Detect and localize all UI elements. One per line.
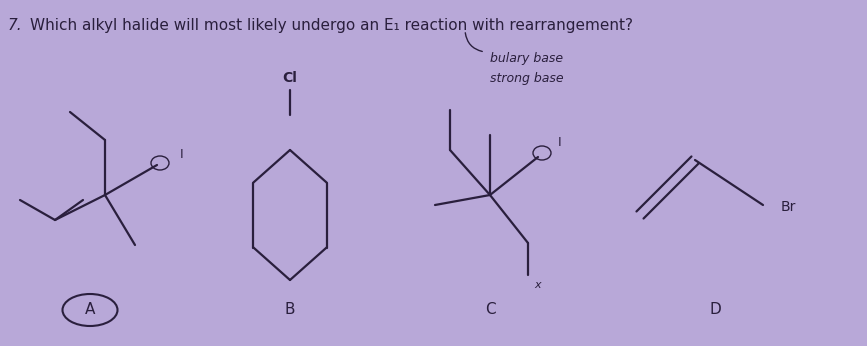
Text: I: I [180,148,184,162]
Text: B: B [284,302,296,318]
Text: C: C [485,302,495,318]
Text: D: D [709,302,720,318]
Text: bulary base: bulary base [490,52,564,65]
Text: Cl: Cl [283,71,297,85]
Text: Which alkyl halide will most likely undergo an E₁ reaction with rearrangement?: Which alkyl halide will most likely unde… [30,18,633,33]
Text: strong base: strong base [490,72,564,85]
Text: Br: Br [780,200,796,214]
Text: A: A [85,302,95,318]
Text: x: x [535,280,541,290]
Text: I: I [558,137,562,149]
Text: 7.: 7. [8,18,23,33]
